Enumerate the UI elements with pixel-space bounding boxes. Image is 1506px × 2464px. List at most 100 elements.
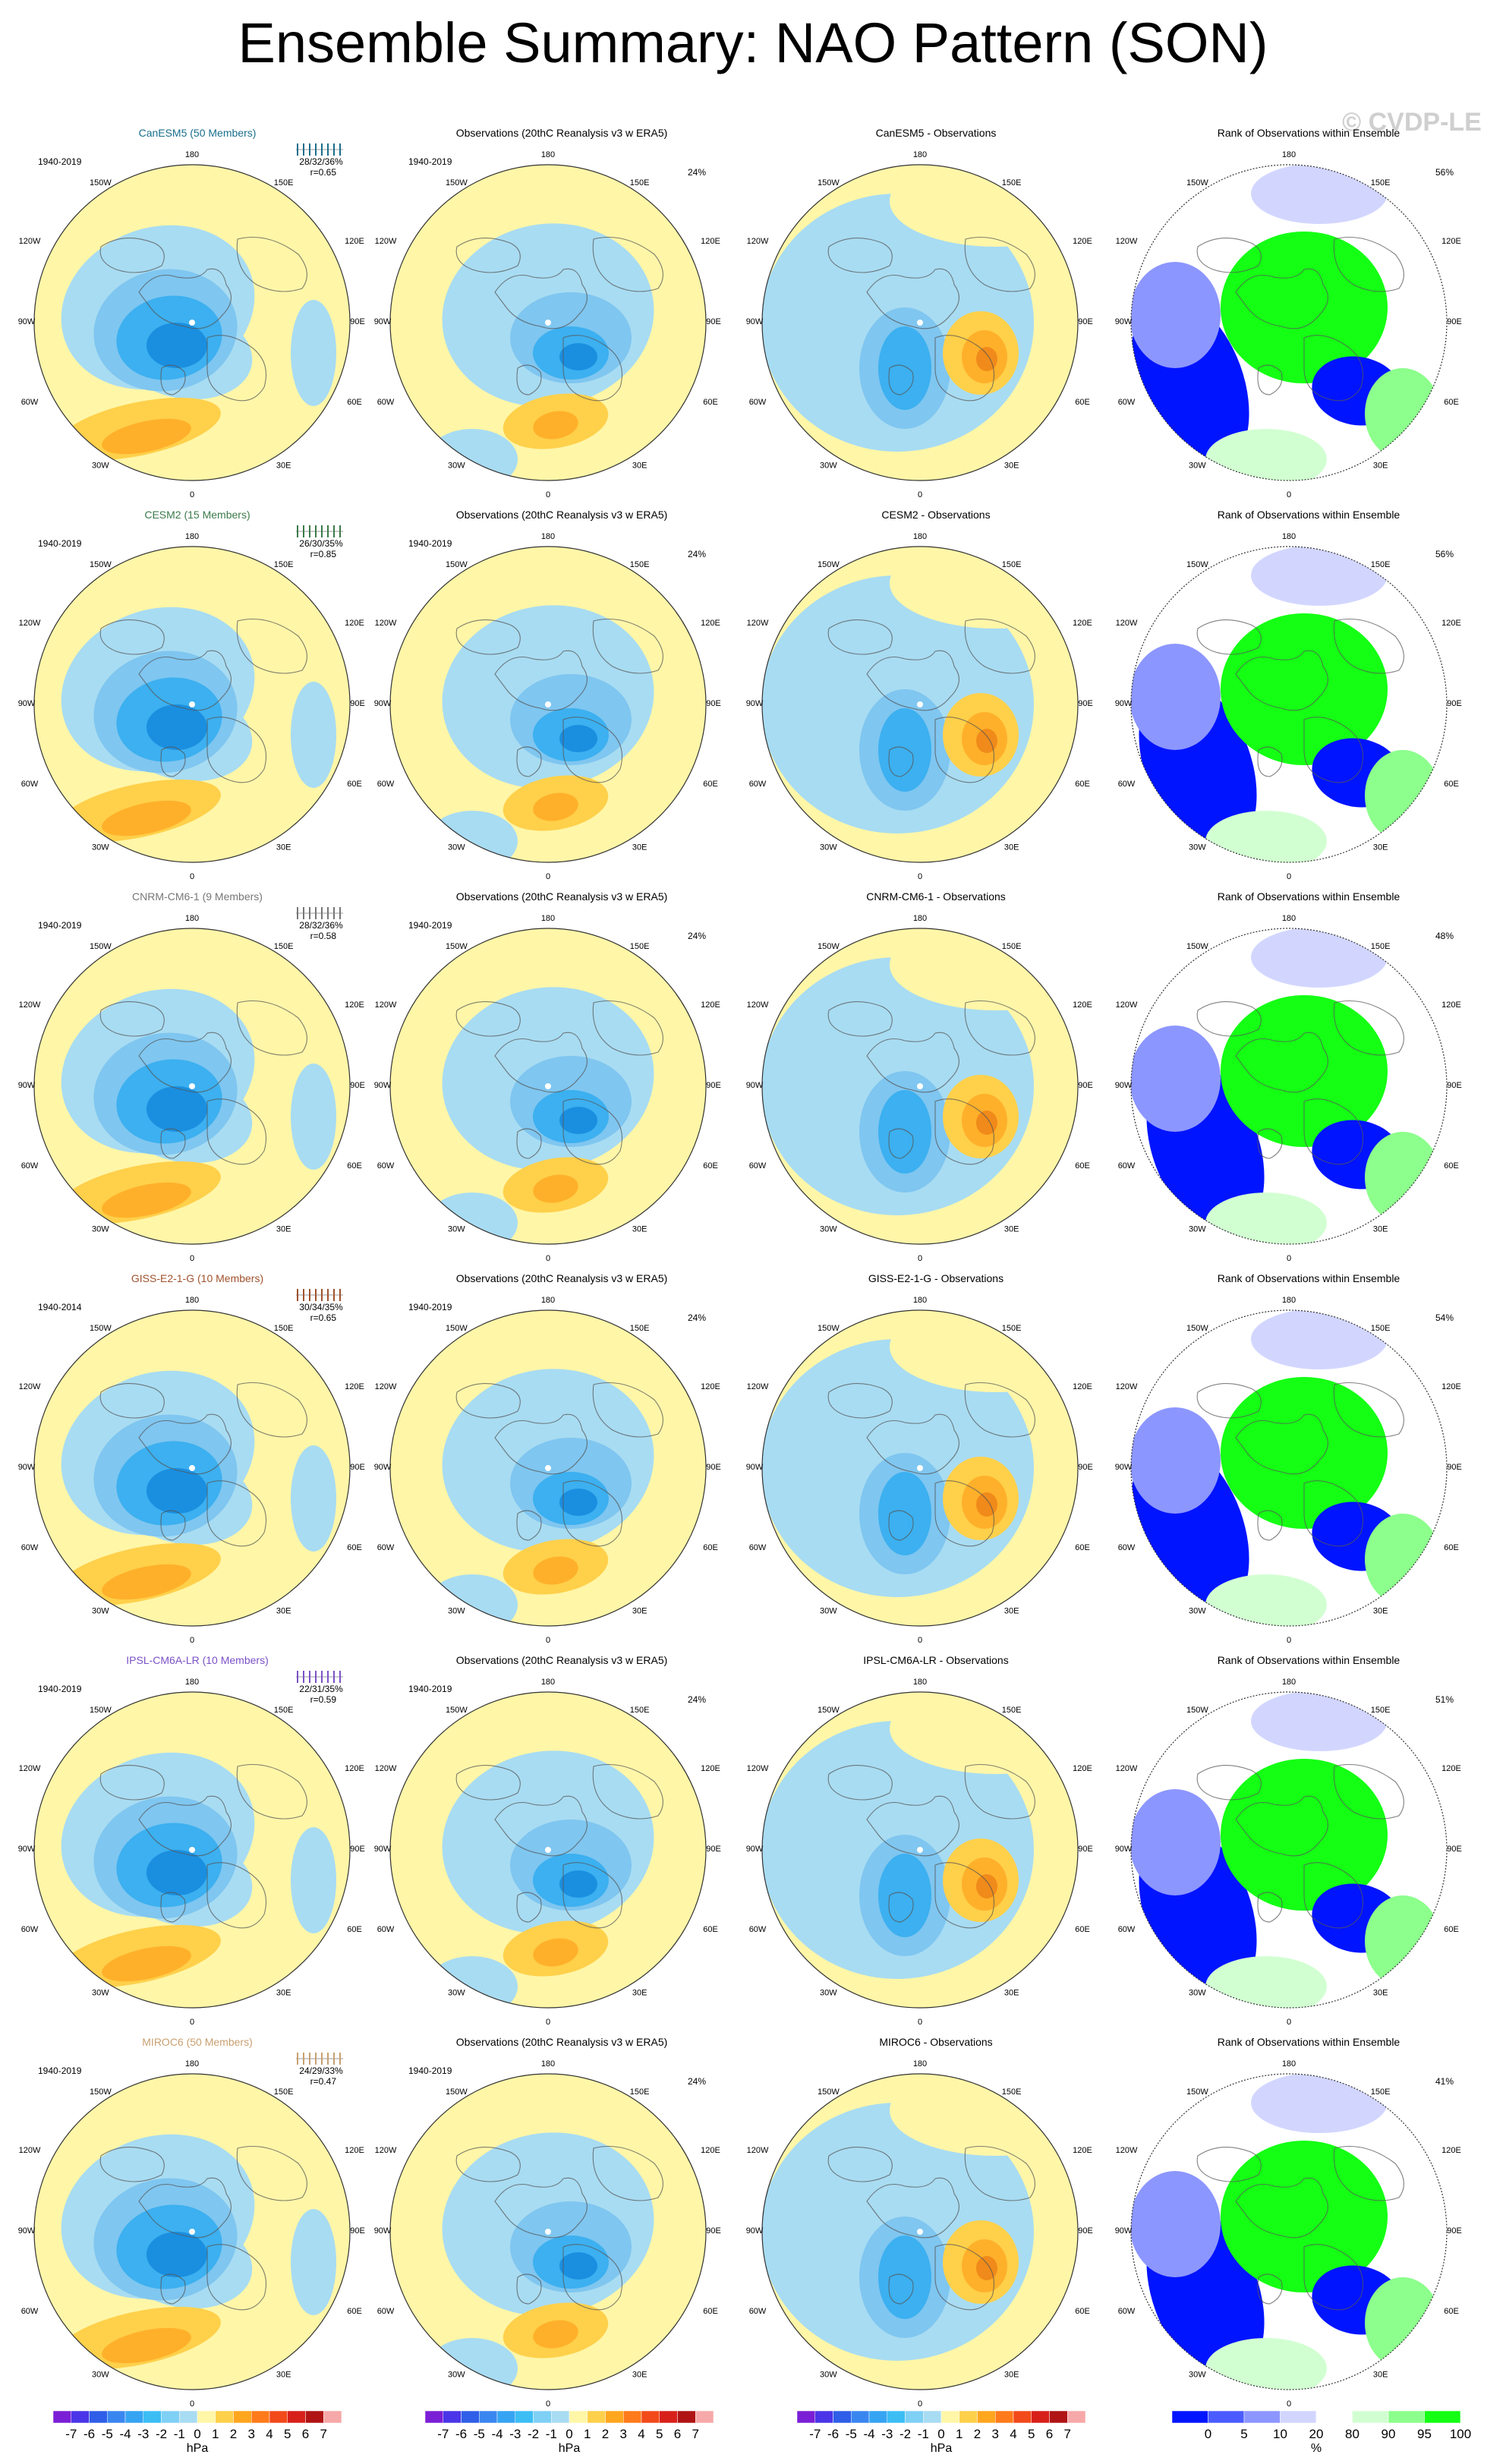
longitude-label: 120W [19,1382,41,1391]
longitude-label: 150E [630,178,650,187]
colorbar-tick-label: 20 [1309,2427,1324,2441]
longitude-label: 30E [1004,1988,1019,1997]
longitude-label: 60E [703,780,718,789]
colorbar-tick-label: 0 [566,2427,572,2441]
longitude-label: 60E [347,398,362,407]
longitude-label: 150W [1186,1324,1208,1333]
longitude-label: 90E [350,2226,365,2236]
colorbar-swatch [569,2410,588,2424]
colorbar-tick-label: -5 [474,2427,485,2441]
colorbar-tick-label: -7 [437,2427,449,2441]
difference-title: CNRM-CM6-1 - Observations [866,890,1006,903]
longitude-label: 30E [632,1988,647,1997]
longitude-label: 150E [1002,942,1022,951]
longitude-label: 90E [1078,699,1093,708]
spread-glyph [296,1671,343,1683]
map-outline [389,546,707,863]
correlation-label: r=0.47 [310,2076,337,2087]
longitude-label: 60W [21,398,39,407]
ensemble-row: CESM2 (15 Members) 1940-2019 26/30/35%r=0.… [18,509,1462,881]
longitude-label: 180 [1282,1678,1296,1687]
spread-glyph [296,143,343,156]
colorbar-tick-label: 3 [620,2427,627,2441]
colorbar-tick-label: -6 [827,2427,839,2441]
longitude-label: 60W [749,1925,767,1934]
longitude-label: 180 [185,914,199,923]
longitude-label: 90W [374,1463,392,1472]
longitude-label: 120W [19,237,41,246]
map-outline [761,928,1079,1245]
colorbar-tick-label: 7 [320,2427,327,2441]
longitude-label: 180 [541,532,555,541]
colorbar-tick-label: 2 [974,2427,981,2441]
colorbar-tick-label: -4 [863,2427,874,2441]
longitude-label: 0 [546,1254,550,1263]
colorbar-tick-label: 4 [1010,2427,1016,2441]
longitude-label: 120E [1073,1000,1092,1010]
longitude-label: 90W [1115,699,1133,708]
rank-panel: Rank of Observations within Ensemble 56% 1… [1115,509,1462,881]
longitude-label: 90E [350,1081,365,1090]
longitude-label: 180 [185,150,199,159]
colorbar-swatch [1031,2410,1050,2424]
longitude-label: 30W [92,1988,109,1997]
observations-pattern-panel: Observations (20thC Reanalysis v3 w ERA5… [374,890,721,1263]
figure-title: Ensemble Summary: NAO Pattern (SON) [238,11,1268,74]
colorbar-swatch [496,2410,515,2424]
longitude-label: 120W [1116,619,1138,628]
longitude-label: 60E [1444,1161,1459,1171]
colorbar-swatch [107,2410,126,2424]
longitude-label: 150W [1186,1706,1208,1715]
colorbar-swatch [641,2410,660,2424]
colorbar-swatch [287,2410,306,2424]
longitude-label: 60E [1444,1543,1459,1552]
watermark: © CVDP-LE [1342,108,1482,137]
longitude-label: 30E [1373,1224,1388,1234]
longitude-label: 0 [918,2018,922,2027]
difference-panel: MIROC6 - Observations 180 150W 150E 120W 120E… [746,2036,1093,2409]
longitude-label: 90W [18,699,36,708]
difference-title: CESM2 - Observations [881,509,990,521]
colorbar-swatch [1388,2410,1425,2424]
rank-percent: 48% [1435,931,1454,941]
longitude-label: 30W [820,843,837,852]
longitude-label: 180 [541,2059,555,2069]
colorbar-tick-label: -6 [83,2427,95,2441]
colorbar-tick-label: -1 [918,2427,929,2441]
longitude-label: 150W [90,178,112,187]
longitude-label: 180 [185,532,199,541]
rank-panel: Rank of Observations within Ensemble 41% 1… [1115,2036,1462,2409]
model-pattern-panel: CNRM-CM6-1 (9 Members) 1940-2019 28/32/36%… [18,890,365,1263]
longitude-label: 60W [21,780,39,789]
rank-title: Rank of Observations within Ensemble [1218,509,1400,521]
longitude-label: 120W [375,619,397,628]
map-outline [389,164,707,481]
observations-pattern-panel: Observations (20thC Reanalysis v3 w ERA5… [374,509,721,881]
colorbar-tick-label: 5 [1028,2427,1035,2441]
stats-label: 24/29/33% [299,2065,343,2076]
longitude-label: 30W [448,1606,465,1615]
longitude-label: 180 [1282,2059,1296,2069]
longitude-label: 90E [1447,2226,1462,2236]
longitude-label: 90W [18,2226,36,2236]
correlation-label: r=0.59 [310,1694,337,1705]
map-outline [1130,928,1448,1245]
longitude-label: 120E [345,619,364,628]
longitude-label: 0 [546,2018,550,2027]
rank-title: Rank of Observations within Ensemble [1218,127,1400,139]
longitude-label: 120E [701,237,720,246]
longitude-label: 0 [190,490,194,499]
colorbar-tick-label: -3 [881,2427,893,2441]
longitude-label: 30W [820,1224,837,1234]
longitude-label: 60W [1118,2307,1136,2316]
colorbar-swatch [1315,2410,1353,2424]
longitude-label: 120E [345,2146,364,2155]
longitude-label: 30E [1373,461,1388,470]
longitude-label: 120E [1441,1382,1461,1391]
longitude-label: 0 [190,2018,194,2027]
longitude-label: 30E [276,461,291,470]
map-outline [761,2073,1079,2390]
longitude-label: 120W [19,2146,41,2155]
longitude-label: 60E [1075,1925,1090,1934]
correlation-label: r=0.65 [310,167,337,178]
